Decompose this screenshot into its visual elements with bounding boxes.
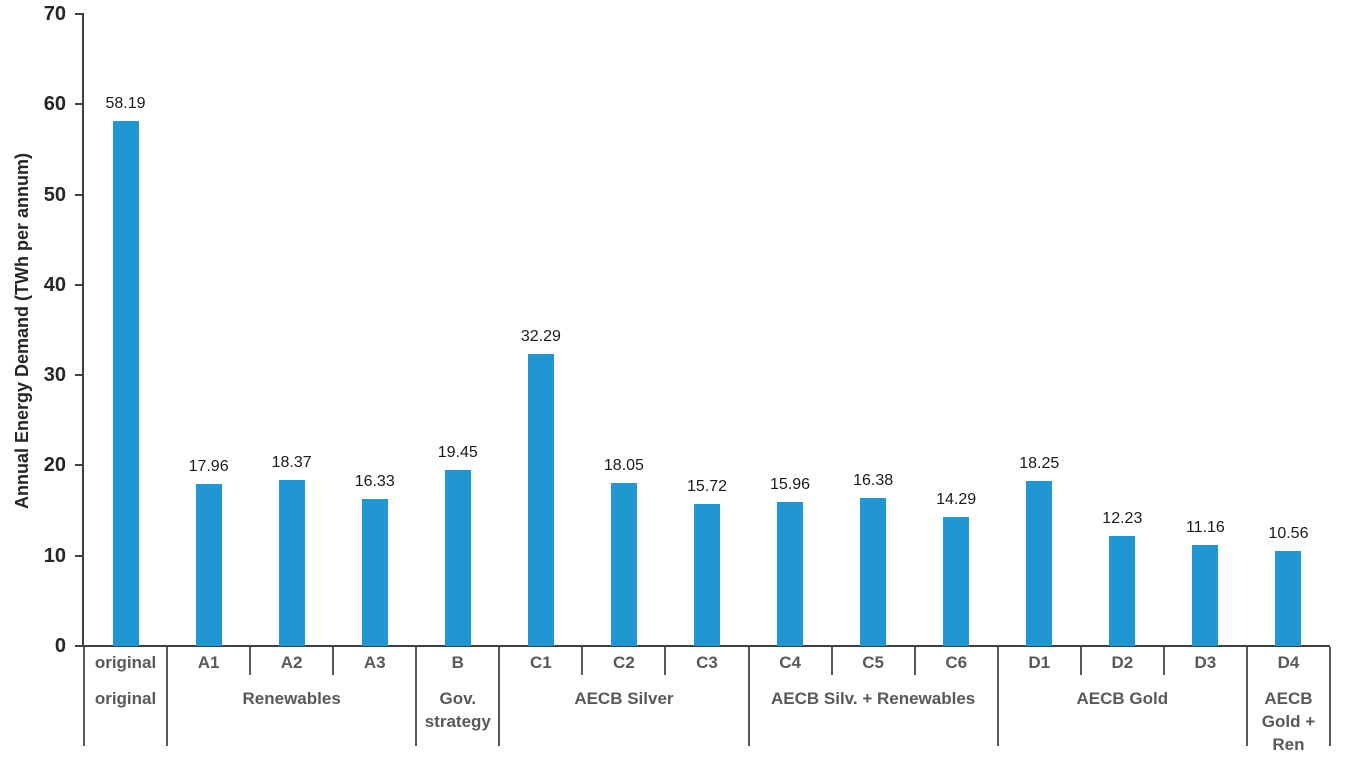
bar-c5 — [860, 498, 887, 646]
category-label-c6: C6 — [945, 653, 968, 672]
category-label-c2: C2 — [613, 653, 635, 672]
category-label-d3: D3 — [1194, 653, 1217, 672]
category-label-c4: C4 — [779, 653, 801, 672]
group-divider — [415, 647, 418, 746]
y-tick-label: 50 — [43, 183, 66, 206]
bar-c2 — [610, 483, 637, 646]
y-tick-mark — [75, 464, 84, 467]
y-tick-label: 70 — [43, 3, 66, 25]
group-label-original: original — [94, 689, 157, 708]
bar-value-c4: 15.96 — [770, 475, 811, 493]
bar-d1 — [1026, 481, 1053, 646]
y-tick-label: 0 — [54, 635, 66, 657]
bar-c1 — [527, 354, 554, 646]
bar-value-a2: 18.37 — [271, 454, 312, 472]
y-tick-label: 40 — [43, 273, 66, 296]
category-divider — [1079, 647, 1082, 675]
category-label-c3: C3 — [696, 653, 718, 672]
category-label-d2: D2 — [1111, 653, 1134, 672]
category-label-d4: D4 — [1277, 653, 1300, 672]
bar-d2 — [1109, 535, 1136, 646]
bar-value-c6: 14.29 — [936, 490, 977, 508]
group-divider — [747, 647, 750, 746]
category-label-original: original — [94, 653, 157, 672]
bar-value-d2: 12.23 — [1102, 509, 1143, 527]
bar-value-a1: 17.96 — [188, 457, 229, 475]
bar-c4 — [777, 501, 804, 646]
bar-d3 — [1192, 545, 1219, 646]
y-tick-label: 10 — [43, 544, 66, 567]
group-divider — [166, 647, 169, 746]
bar-original — [112, 120, 139, 646]
group-label-aecb-silver: AECB Silver — [574, 689, 674, 708]
bar-value-c2: 18.05 — [603, 457, 644, 475]
category-divider — [332, 647, 335, 675]
category-divider — [581, 647, 584, 675]
x-axis-line — [82, 645, 1330, 647]
group-divider — [1245, 647, 1248, 746]
group-divider — [996, 647, 999, 746]
bar-a3 — [361, 498, 388, 646]
bar-value-b: 19.45 — [437, 444, 478, 462]
group-label-aecb-gold: AECB Gold — [1076, 689, 1169, 708]
bar-b — [444, 470, 471, 646]
y-tick-label: 30 — [43, 364, 66, 387]
bar-value-c5: 16.38 — [853, 472, 894, 490]
y-tick-mark — [75, 374, 84, 377]
y-tick-label: 20 — [43, 454, 66, 477]
bar-value-a3: 16.33 — [354, 472, 395, 490]
bar-a2 — [278, 480, 305, 646]
bar-a1 — [195, 483, 222, 646]
bar-d4 — [1275, 550, 1302, 646]
category-label-a1: A1 — [197, 653, 220, 672]
category-label-a3: A3 — [363, 653, 386, 672]
category-divider — [664, 647, 667, 675]
group-divider — [83, 647, 85, 746]
y-tick-label: 60 — [43, 93, 66, 116]
y-tick-mark — [75, 554, 84, 557]
bar-value-c3: 15.72 — [686, 478, 728, 496]
bar-value-c1: 32.29 — [520, 328, 561, 346]
y-axis-line — [82, 13, 84, 647]
bar-value-d3: 11.16 — [1185, 519, 1225, 537]
group-divider — [498, 647, 501, 746]
y-tick-mark — [75, 103, 84, 106]
y-tick-mark — [75, 645, 84, 647]
category-label-d1: D1 — [1028, 653, 1051, 672]
bar-value-d1: 18.25 — [1019, 455, 1060, 473]
group-label-aecb-gold-ren: AECB Gold + Ren — [1261, 689, 1316, 754]
category-divider — [1162, 647, 1165, 675]
bar-value-d4: 10.56 — [1268, 524, 1309, 542]
category-divider — [830, 647, 833, 675]
category-divider — [913, 647, 916, 675]
y-tick-mark — [75, 193, 84, 196]
category-label-c5: C5 — [862, 653, 884, 672]
group-divider — [1329, 647, 1331, 746]
category-label-b: B — [451, 653, 464, 672]
y-tick-mark — [75, 13, 84, 15]
group-label-gov-strategy: Gov. strategy — [424, 689, 491, 731]
bar-c3 — [694, 504, 720, 646]
y-tick-mark — [75, 283, 84, 286]
group-label-renewables: Renewables — [242, 689, 341, 708]
bar-c6 — [943, 516, 970, 646]
category-divider — [249, 647, 252, 675]
bar-value-original: 58.19 — [105, 94, 146, 112]
group-label-aecb-silv-renewables: AECB Silv. + Renewables — [771, 689, 976, 708]
category-label-c1: C1 — [529, 653, 552, 672]
category-label-a2: A2 — [280, 653, 303, 672]
